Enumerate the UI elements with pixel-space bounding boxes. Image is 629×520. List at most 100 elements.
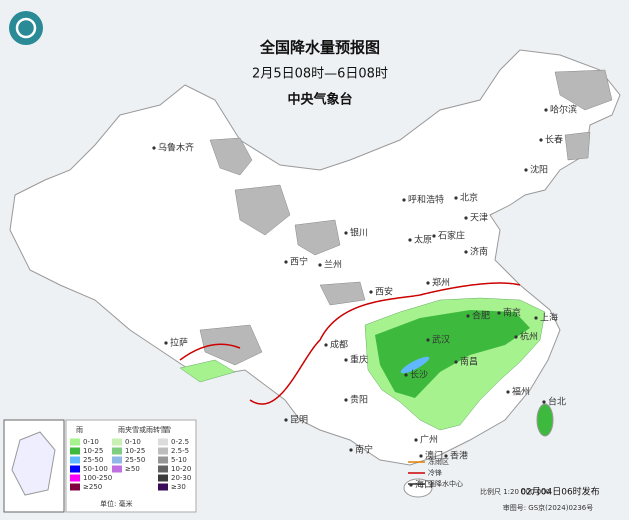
legend-swatch [112, 447, 122, 455]
city-label: 呼和浩特 [408, 194, 444, 206]
legend-label: ≥250 [83, 483, 102, 491]
footer-approval: 审图号: GS京(2024)0236号 [503, 503, 594, 512]
city-dot [534, 316, 538, 320]
city-dot [414, 438, 418, 442]
legend-swatch [158, 456, 168, 464]
legend-label: 10-20 [171, 465, 191, 473]
map-title: 全国降水量预报图 [259, 39, 380, 57]
city-label: 上海 [540, 312, 558, 324]
city-dot [404, 373, 408, 377]
city-dot [466, 314, 470, 318]
city-label: 广州 [420, 434, 438, 446]
city-dot [497, 311, 501, 315]
city-label: 石家庄 [438, 230, 465, 242]
city-label: 天津 [470, 213, 488, 224]
legend-label: 25-50 [125, 456, 145, 464]
city-dot [349, 448, 353, 452]
city-dot [426, 338, 430, 342]
legend-swatch [112, 465, 122, 473]
inset-outline [11, 431, 56, 496]
logo [9, 11, 43, 45]
legend-box [65, 419, 197, 513]
city-label: 西安 [375, 286, 393, 298]
taiwan [536, 403, 554, 437]
city-dot [426, 281, 430, 285]
legend-label: 10-25 [83, 447, 103, 455]
legend-swatch [70, 465, 80, 473]
legend-swatch [112, 456, 122, 464]
rain-area-moderate [375, 310, 530, 398]
legend-title: 雨 [76, 426, 83, 434]
legend-swatch [158, 465, 168, 473]
city-label: 乌鲁木齐 [158, 142, 194, 154]
legend-swatch [112, 438, 122, 446]
city-dot [409, 483, 413, 487]
city-dot [419, 454, 423, 458]
city-dot [284, 418, 288, 422]
city-label: 台北 [548, 396, 566, 408]
legend-swatch [158, 438, 168, 446]
city-dot [544, 108, 548, 112]
city-dot [539, 138, 543, 142]
city-label: 合肥 [472, 310, 490, 322]
agency: 中央气象台 [287, 92, 352, 108]
city-label: 沈阳 [530, 164, 548, 176]
city-dot [369, 290, 373, 294]
legend-swatch [158, 447, 168, 455]
city-label: 济南 [470, 246, 488, 258]
symbol-label: 强降水中心 [428, 479, 463, 488]
city-label: 太原 [414, 234, 432, 246]
city-label: 长春 [545, 134, 563, 146]
city-label: 福州 [512, 386, 530, 398]
legend-swatch [158, 483, 168, 491]
symbol-label: 冻雨区 [428, 457, 449, 466]
city-label: 澳门 [425, 450, 443, 462]
snow-area [564, 131, 591, 161]
rain-area-light [179, 359, 236, 383]
forecast-period: 2月5日08时—6日08时 [252, 67, 388, 82]
legend-title: 雪 [164, 426, 171, 434]
legend-swatch [158, 474, 168, 482]
city-label: 兰州 [324, 259, 342, 271]
footer-scale: 比例尺 1:20 000 000 [480, 487, 550, 496]
legend-swatch [70, 474, 80, 482]
city-dot [152, 146, 156, 150]
city-dot [464, 216, 468, 220]
snow-area [209, 137, 253, 176]
city-label: 拉萨 [170, 337, 188, 349]
city-dot [506, 390, 510, 394]
city-dot [344, 231, 348, 235]
city-label: 成都 [330, 339, 348, 351]
city-dot [432, 234, 436, 238]
legend-label: 2.5-5 [171, 447, 189, 455]
city-label: 重庆 [350, 354, 368, 366]
legend-label: 5-10 [171, 456, 187, 464]
city-dot [344, 358, 348, 362]
city-label: 南宁 [355, 444, 373, 456]
city-dot [542, 400, 546, 404]
snow-area [319, 281, 366, 306]
city-dot [408, 238, 412, 242]
city-label: 南京 [503, 307, 521, 319]
legend-title: 雨夹雪或雨转雪 [118, 425, 167, 434]
city-label: 银川 [350, 227, 368, 239]
legend-label: 100-250 [83, 474, 112, 482]
city-dot [464, 250, 468, 254]
rain-area-heavy [400, 356, 430, 374]
legend-label: 0-2.5 [171, 438, 189, 446]
city-dot [514, 335, 518, 339]
snow-area [234, 184, 291, 236]
city-label: 昆明 [290, 415, 308, 426]
legend-swatch [70, 483, 80, 491]
city-dot [454, 360, 458, 364]
city-dot [344, 398, 348, 402]
legend-label: ≥50 [125, 465, 140, 473]
symbol-label: 冷锋 [428, 468, 442, 477]
city-label: 贵阳 [350, 394, 368, 406]
snow-areas [199, 69, 613, 366]
legend-label: 10-25 [125, 447, 145, 455]
city-label: 长沙 [410, 369, 428, 381]
city-label: 郑州 [432, 277, 450, 289]
city-label: 海口 [415, 479, 433, 491]
